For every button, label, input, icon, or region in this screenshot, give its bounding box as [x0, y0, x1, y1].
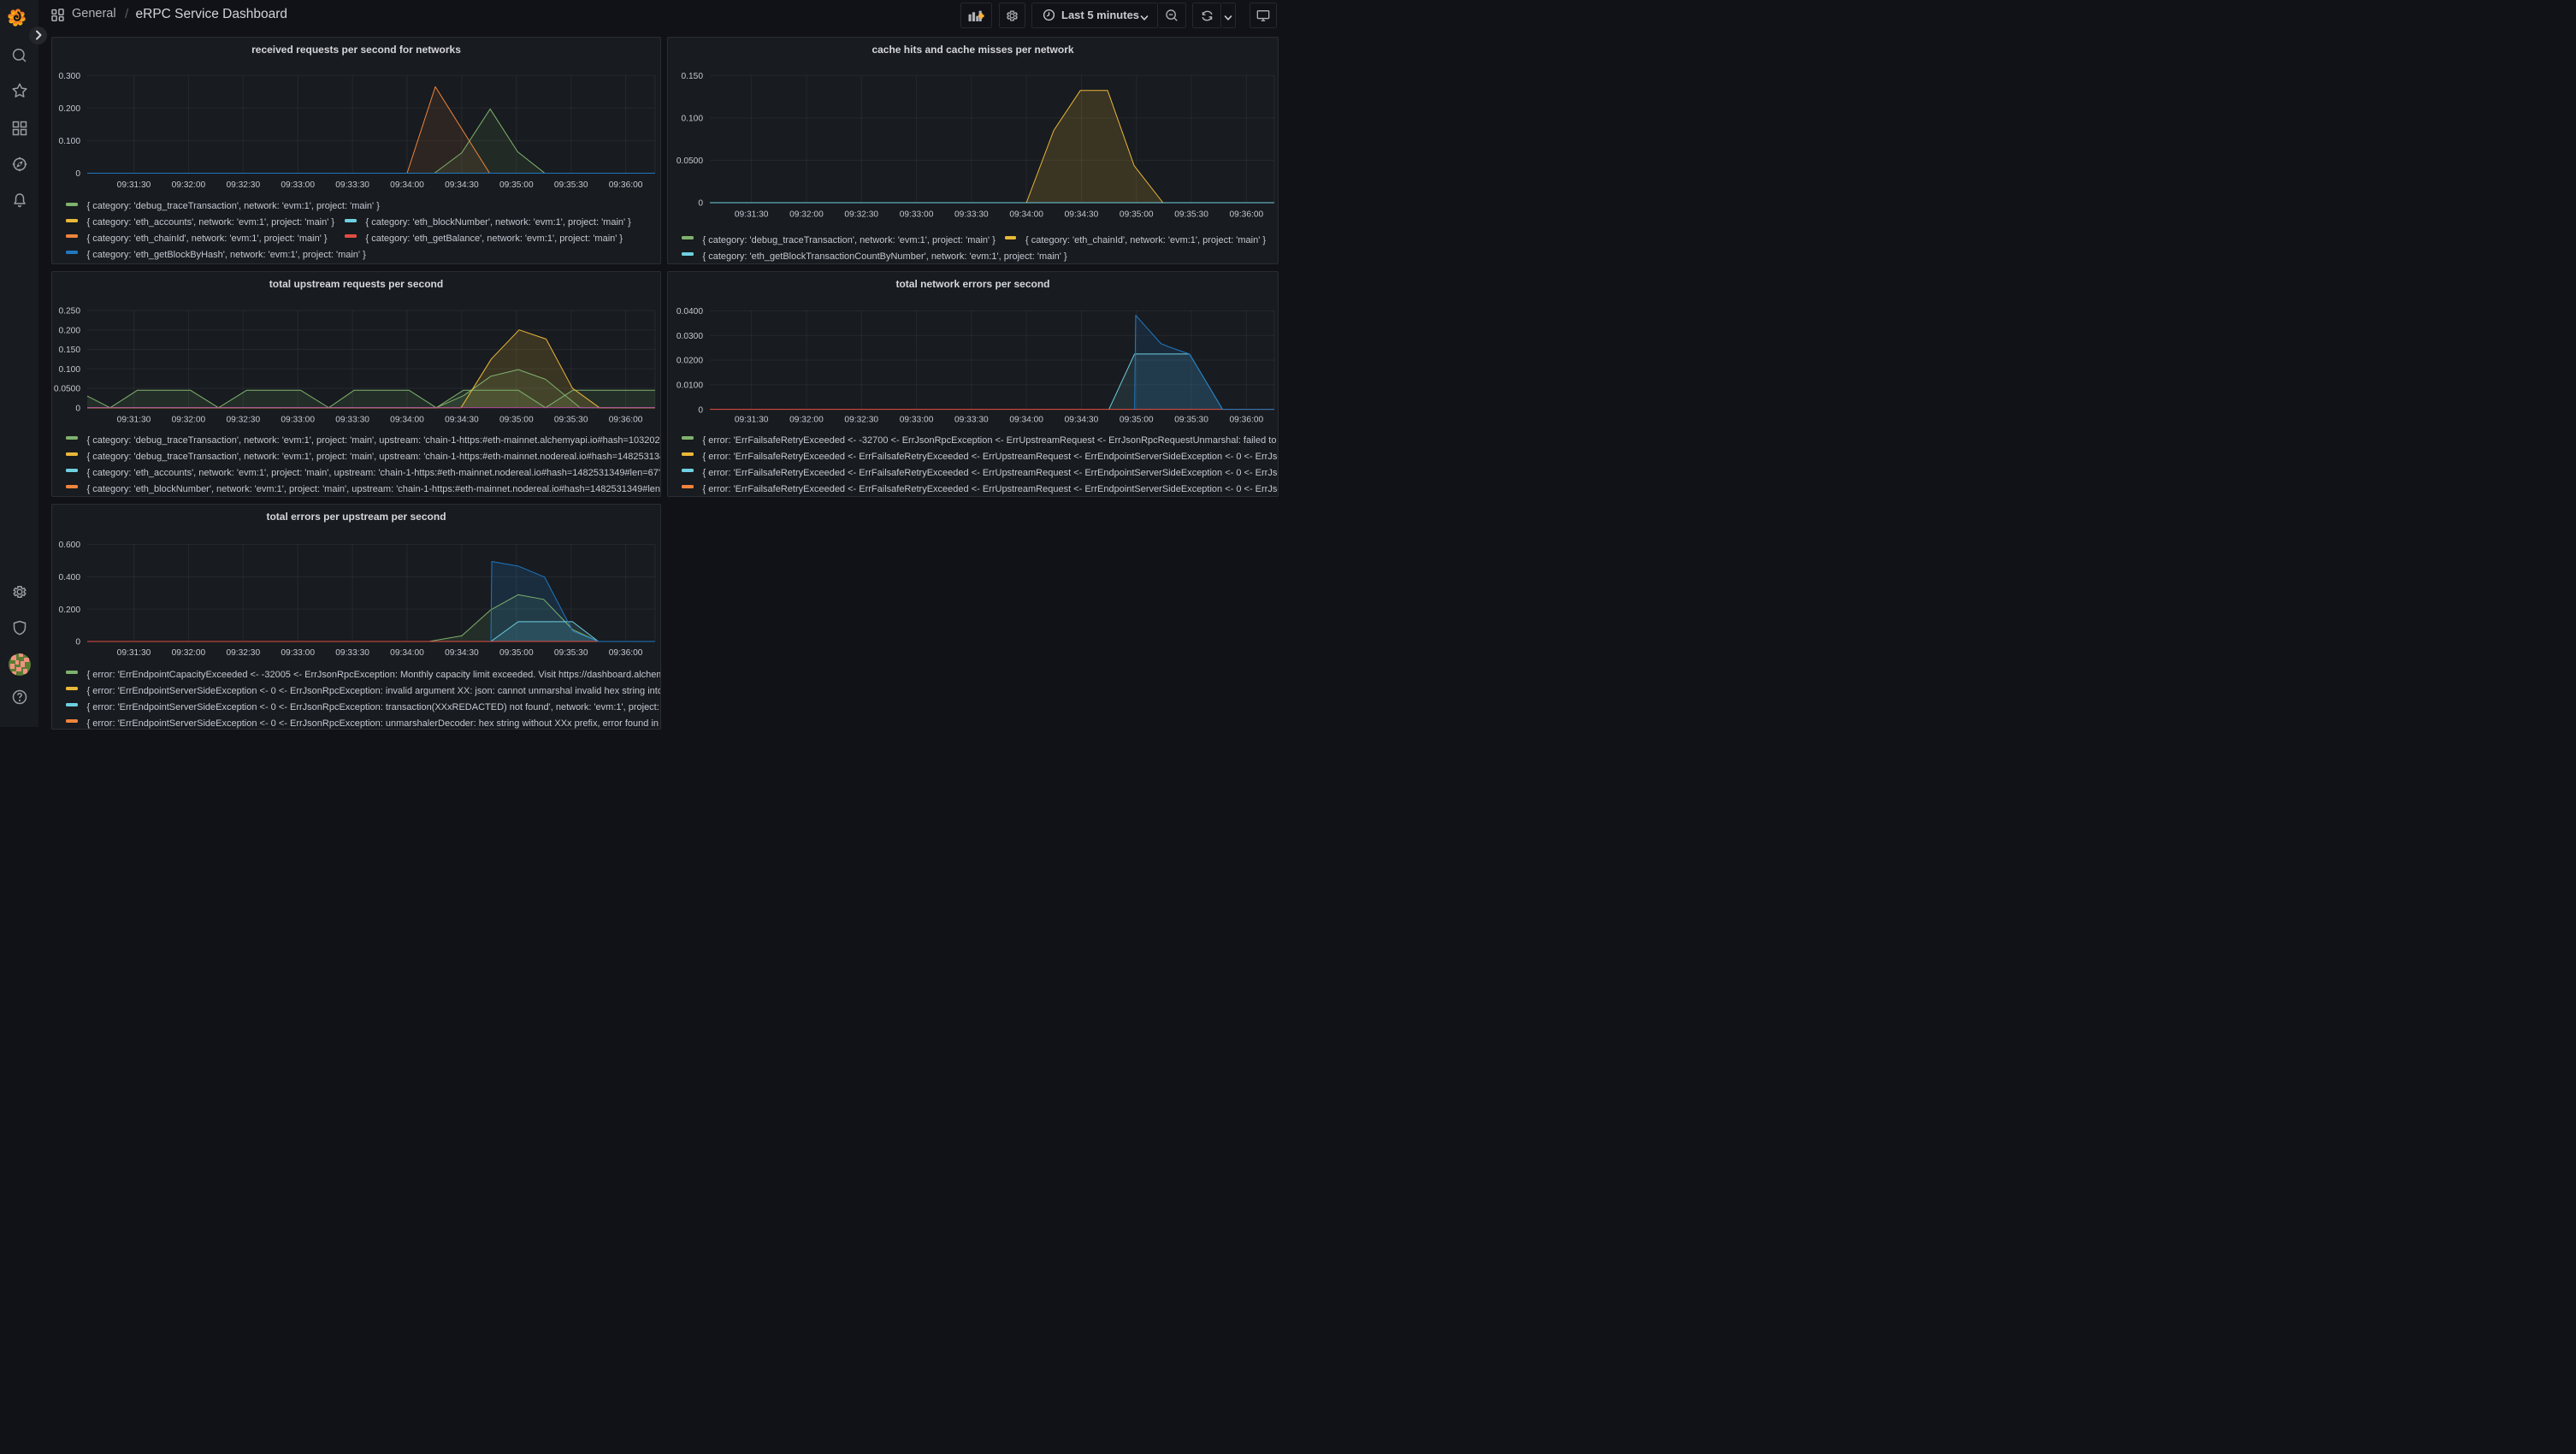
svg-text:0.0100: 0.0100 [676, 381, 703, 390]
svg-text:09:33:30: 09:33:30 [954, 415, 989, 424]
svg-text:09:32:30: 09:32:30 [226, 648, 260, 658]
svg-text:09:33:00: 09:33:00 [900, 415, 934, 424]
svg-text:09:34:00: 09:34:00 [390, 180, 424, 190]
svg-text:09:36:00: 09:36:00 [609, 415, 643, 424]
svg-text:09:35:30: 09:35:30 [1174, 415, 1208, 424]
svg-text:09:36:00: 09:36:00 [609, 648, 643, 658]
svg-text:09:33:30: 09:33:30 [335, 415, 369, 424]
svg-text:09:35:30: 09:35:30 [554, 648, 588, 658]
svg-text:0: 0 [698, 405, 703, 415]
svg-text:09:35:00: 09:35:00 [499, 648, 534, 658]
svg-text:09:31:30: 09:31:30 [117, 648, 151, 658]
svg-text:09:34:00: 09:34:00 [1009, 415, 1043, 424]
svg-text:09:32:00: 09:32:00 [789, 415, 824, 424]
svg-text:0.250: 0.250 [59, 306, 81, 316]
svg-text:0: 0 [75, 637, 80, 647]
svg-text:09:36:00: 09:36:00 [1230, 415, 1264, 424]
svg-text:0.0500: 0.0500 [676, 157, 703, 166]
svg-text:09:35:00: 09:35:00 [1120, 415, 1154, 424]
svg-text:09:35:30: 09:35:30 [554, 180, 588, 190]
svg-text:09:32:00: 09:32:00 [172, 648, 206, 658]
svg-text:09:34:30: 09:34:30 [445, 648, 479, 658]
svg-text:09:32:30: 09:32:30 [844, 415, 878, 424]
svg-text:0.300: 0.300 [59, 71, 81, 80]
svg-text:0.400: 0.400 [59, 572, 81, 582]
svg-text:0: 0 [75, 169, 80, 179]
svg-text:09:34:00: 09:34:00 [1009, 210, 1043, 219]
svg-text:09:35:00: 09:35:00 [1120, 210, 1154, 219]
svg-text:0.0500: 0.0500 [54, 384, 80, 393]
svg-text:09:33:00: 09:33:00 [900, 210, 934, 219]
svg-text:09:34:00: 09:34:00 [390, 415, 424, 424]
svg-text:09:31:30: 09:31:30 [735, 210, 769, 219]
svg-text:09:32:30: 09:32:30 [226, 180, 260, 190]
svg-text:09:35:00: 09:35:00 [499, 180, 534, 190]
svg-text:09:34:30: 09:34:30 [1065, 210, 1099, 219]
svg-text:09:35:30: 09:35:30 [554, 415, 588, 424]
svg-text:09:31:30: 09:31:30 [117, 415, 151, 424]
svg-text:0.0400: 0.0400 [676, 307, 703, 316]
svg-text:0: 0 [698, 198, 703, 208]
svg-text:09:33:30: 09:33:30 [335, 180, 369, 190]
svg-text:09:33:30: 09:33:30 [954, 210, 989, 219]
svg-text:09:35:30: 09:35:30 [1174, 210, 1208, 219]
svg-text:0: 0 [75, 404, 80, 413]
svg-text:0.0200: 0.0200 [676, 356, 703, 365]
svg-text:0.150: 0.150 [682, 71, 704, 80]
svg-text:09:32:30: 09:32:30 [226, 415, 260, 424]
svg-text:09:34:30: 09:34:30 [445, 180, 479, 190]
svg-text:0.200: 0.200 [59, 103, 81, 113]
svg-text:09:33:00: 09:33:00 [281, 648, 315, 658]
svg-text:0.600: 0.600 [59, 541, 81, 550]
svg-text:09:36:00: 09:36:00 [1230, 210, 1264, 219]
svg-text:09:34:30: 09:34:30 [445, 415, 479, 424]
svg-text:09:33:00: 09:33:00 [281, 415, 315, 424]
svg-text:09:31:30: 09:31:30 [117, 180, 151, 190]
svg-text:09:32:00: 09:32:00 [172, 415, 206, 424]
svg-text:0.100: 0.100 [59, 364, 81, 374]
svg-text:09:34:00: 09:34:00 [390, 648, 424, 658]
svg-text:09:32:00: 09:32:00 [789, 210, 824, 219]
svg-text:09:32:00: 09:32:00 [172, 180, 206, 190]
svg-text:0.0300: 0.0300 [676, 331, 703, 340]
svg-text:09:36:00: 09:36:00 [609, 180, 643, 190]
svg-text:09:35:00: 09:35:00 [499, 415, 534, 424]
svg-text:09:34:30: 09:34:30 [1065, 415, 1099, 424]
svg-text:09:32:30: 09:32:30 [844, 210, 878, 219]
svg-text:09:33:00: 09:33:00 [281, 180, 315, 190]
svg-text:0.150: 0.150 [59, 346, 81, 355]
svg-text:09:33:30: 09:33:30 [335, 648, 369, 658]
svg-text:0.100: 0.100 [682, 114, 704, 123]
svg-text:0.200: 0.200 [59, 326, 81, 335]
svg-text:09:31:30: 09:31:30 [735, 415, 769, 424]
svg-text:0.200: 0.200 [59, 605, 81, 614]
svg-text:0.100: 0.100 [59, 137, 81, 146]
